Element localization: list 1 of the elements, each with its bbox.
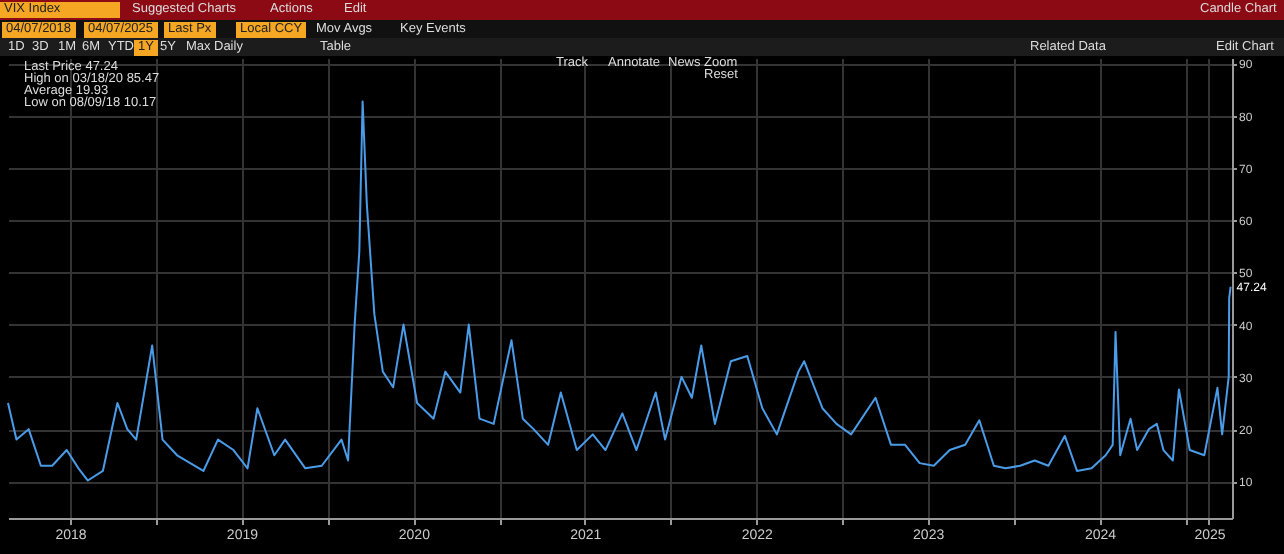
line-series <box>7 100 1232 482</box>
